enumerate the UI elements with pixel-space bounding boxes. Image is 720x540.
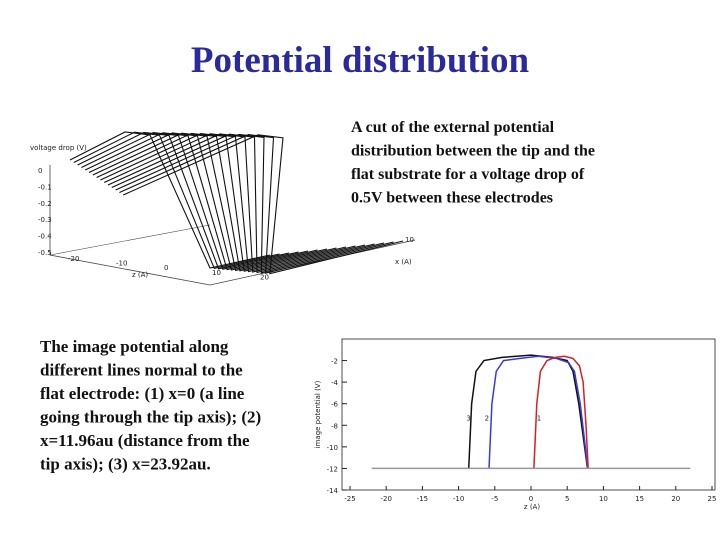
surface-line bbox=[111, 133, 375, 274]
axis-label: x (A) bbox=[395, 258, 412, 266]
line-plot: -2 -4 -6 -8 -10 -12 -14 -25 -20 -15 -10 -5 0 5 10 15 20 2… bbox=[314, 338, 717, 511]
axis-line bbox=[49, 224, 211, 256]
surface-line bbox=[96, 132, 337, 272]
x-axis-label: z (A) bbox=[524, 503, 540, 511]
curve bbox=[533, 355, 589, 469]
y-tick-label: -8 bbox=[331, 422, 338, 430]
plot-frame bbox=[341, 338, 716, 491]
x-tick-label: -20 bbox=[380, 495, 391, 503]
x-tick-label: 20 bbox=[671, 495, 680, 503]
y-tick-label: -12 bbox=[327, 465, 338, 473]
surface-line bbox=[88, 132, 318, 271]
surface-line bbox=[107, 133, 366, 273]
tick-label: -0.1 bbox=[38, 183, 52, 191]
curve bbox=[488, 355, 589, 469]
surface-line bbox=[115, 133, 385, 274]
x-tick-label: 15 bbox=[635, 495, 644, 503]
caption-line: distribution between the tip and the bbox=[351, 143, 595, 160]
y-axis-label: image potential (V) bbox=[314, 380, 322, 448]
surface-line bbox=[77, 131, 290, 270]
surface-line bbox=[119, 134, 394, 274]
axis-box bbox=[49, 165, 416, 286]
tick-label: 10 bbox=[405, 236, 414, 244]
axis-label: z (A) bbox=[132, 271, 148, 279]
caption-line: going through the tip axis); (2) bbox=[40, 408, 261, 427]
x-tick-label: -10 bbox=[453, 495, 464, 503]
y-tick-label: -4 bbox=[331, 379, 339, 387]
surface-plot: voltage drop (V) x (A) z (A) 0 -0.1 -0.2 -0.3 -… bbox=[30, 131, 416, 286]
x-tick-label: 0 bbox=[529, 495, 533, 503]
slide-title: Potential distribution bbox=[191, 40, 530, 81]
curve-label: 2 bbox=[485, 415, 489, 423]
surface-line bbox=[122, 134, 404, 275]
y-tick-label: -10 bbox=[327, 444, 338, 452]
tick-label: -0.2 bbox=[38, 200, 52, 208]
tick-label: -0.4 bbox=[38, 233, 52, 241]
surface-line bbox=[84, 132, 309, 271]
caption-line: flat electrode: (1) x=0 (a line bbox=[40, 384, 245, 403]
tick-label: 0 bbox=[38, 167, 42, 175]
y-tick-label: -6 bbox=[331, 401, 339, 409]
tick-label: -10 bbox=[116, 260, 127, 268]
x-tick-label: 5 bbox=[565, 495, 569, 503]
caption-line: different lines normal to the bbox=[40, 361, 243, 380]
tick-label: -0.3 bbox=[38, 216, 52, 224]
surface-line bbox=[100, 133, 347, 272]
surface-line bbox=[73, 131, 280, 270]
caption-line: The image potential along bbox=[40, 337, 229, 356]
x-tick-label: 10 bbox=[599, 495, 608, 503]
caption-line: 0.5V between these electrodes bbox=[351, 190, 553, 207]
tick-label: -20 bbox=[68, 255, 79, 263]
y-tick-label: -2 bbox=[331, 358, 338, 366]
axis-label: voltage drop (V) bbox=[30, 144, 87, 152]
curve-label: 3 bbox=[467, 415, 471, 423]
curve-label: 1 bbox=[537, 415, 541, 423]
x-tick-label: -25 bbox=[344, 495, 355, 503]
caption-line: x=11.96au (distance from the bbox=[40, 431, 250, 450]
surface-line bbox=[103, 133, 356, 273]
tick-label: 0 bbox=[164, 264, 168, 272]
y-tick-label: -14 bbox=[327, 487, 339, 495]
x-tick-label: 25 bbox=[708, 495, 717, 503]
tick-label: 20 bbox=[260, 273, 269, 281]
caption-line: tip axis); (3) x=23.92au. bbox=[40, 455, 211, 474]
x-tick-label: -15 bbox=[417, 495, 428, 503]
caption-line: flat substrate for a voltage drop of bbox=[351, 166, 585, 183]
x-tick-label: -5 bbox=[491, 495, 498, 503]
caption-line: A cut of the external potential bbox=[351, 119, 555, 136]
tick-label: 10 bbox=[212, 269, 221, 277]
tick-label: -0.5 bbox=[38, 249, 52, 257]
